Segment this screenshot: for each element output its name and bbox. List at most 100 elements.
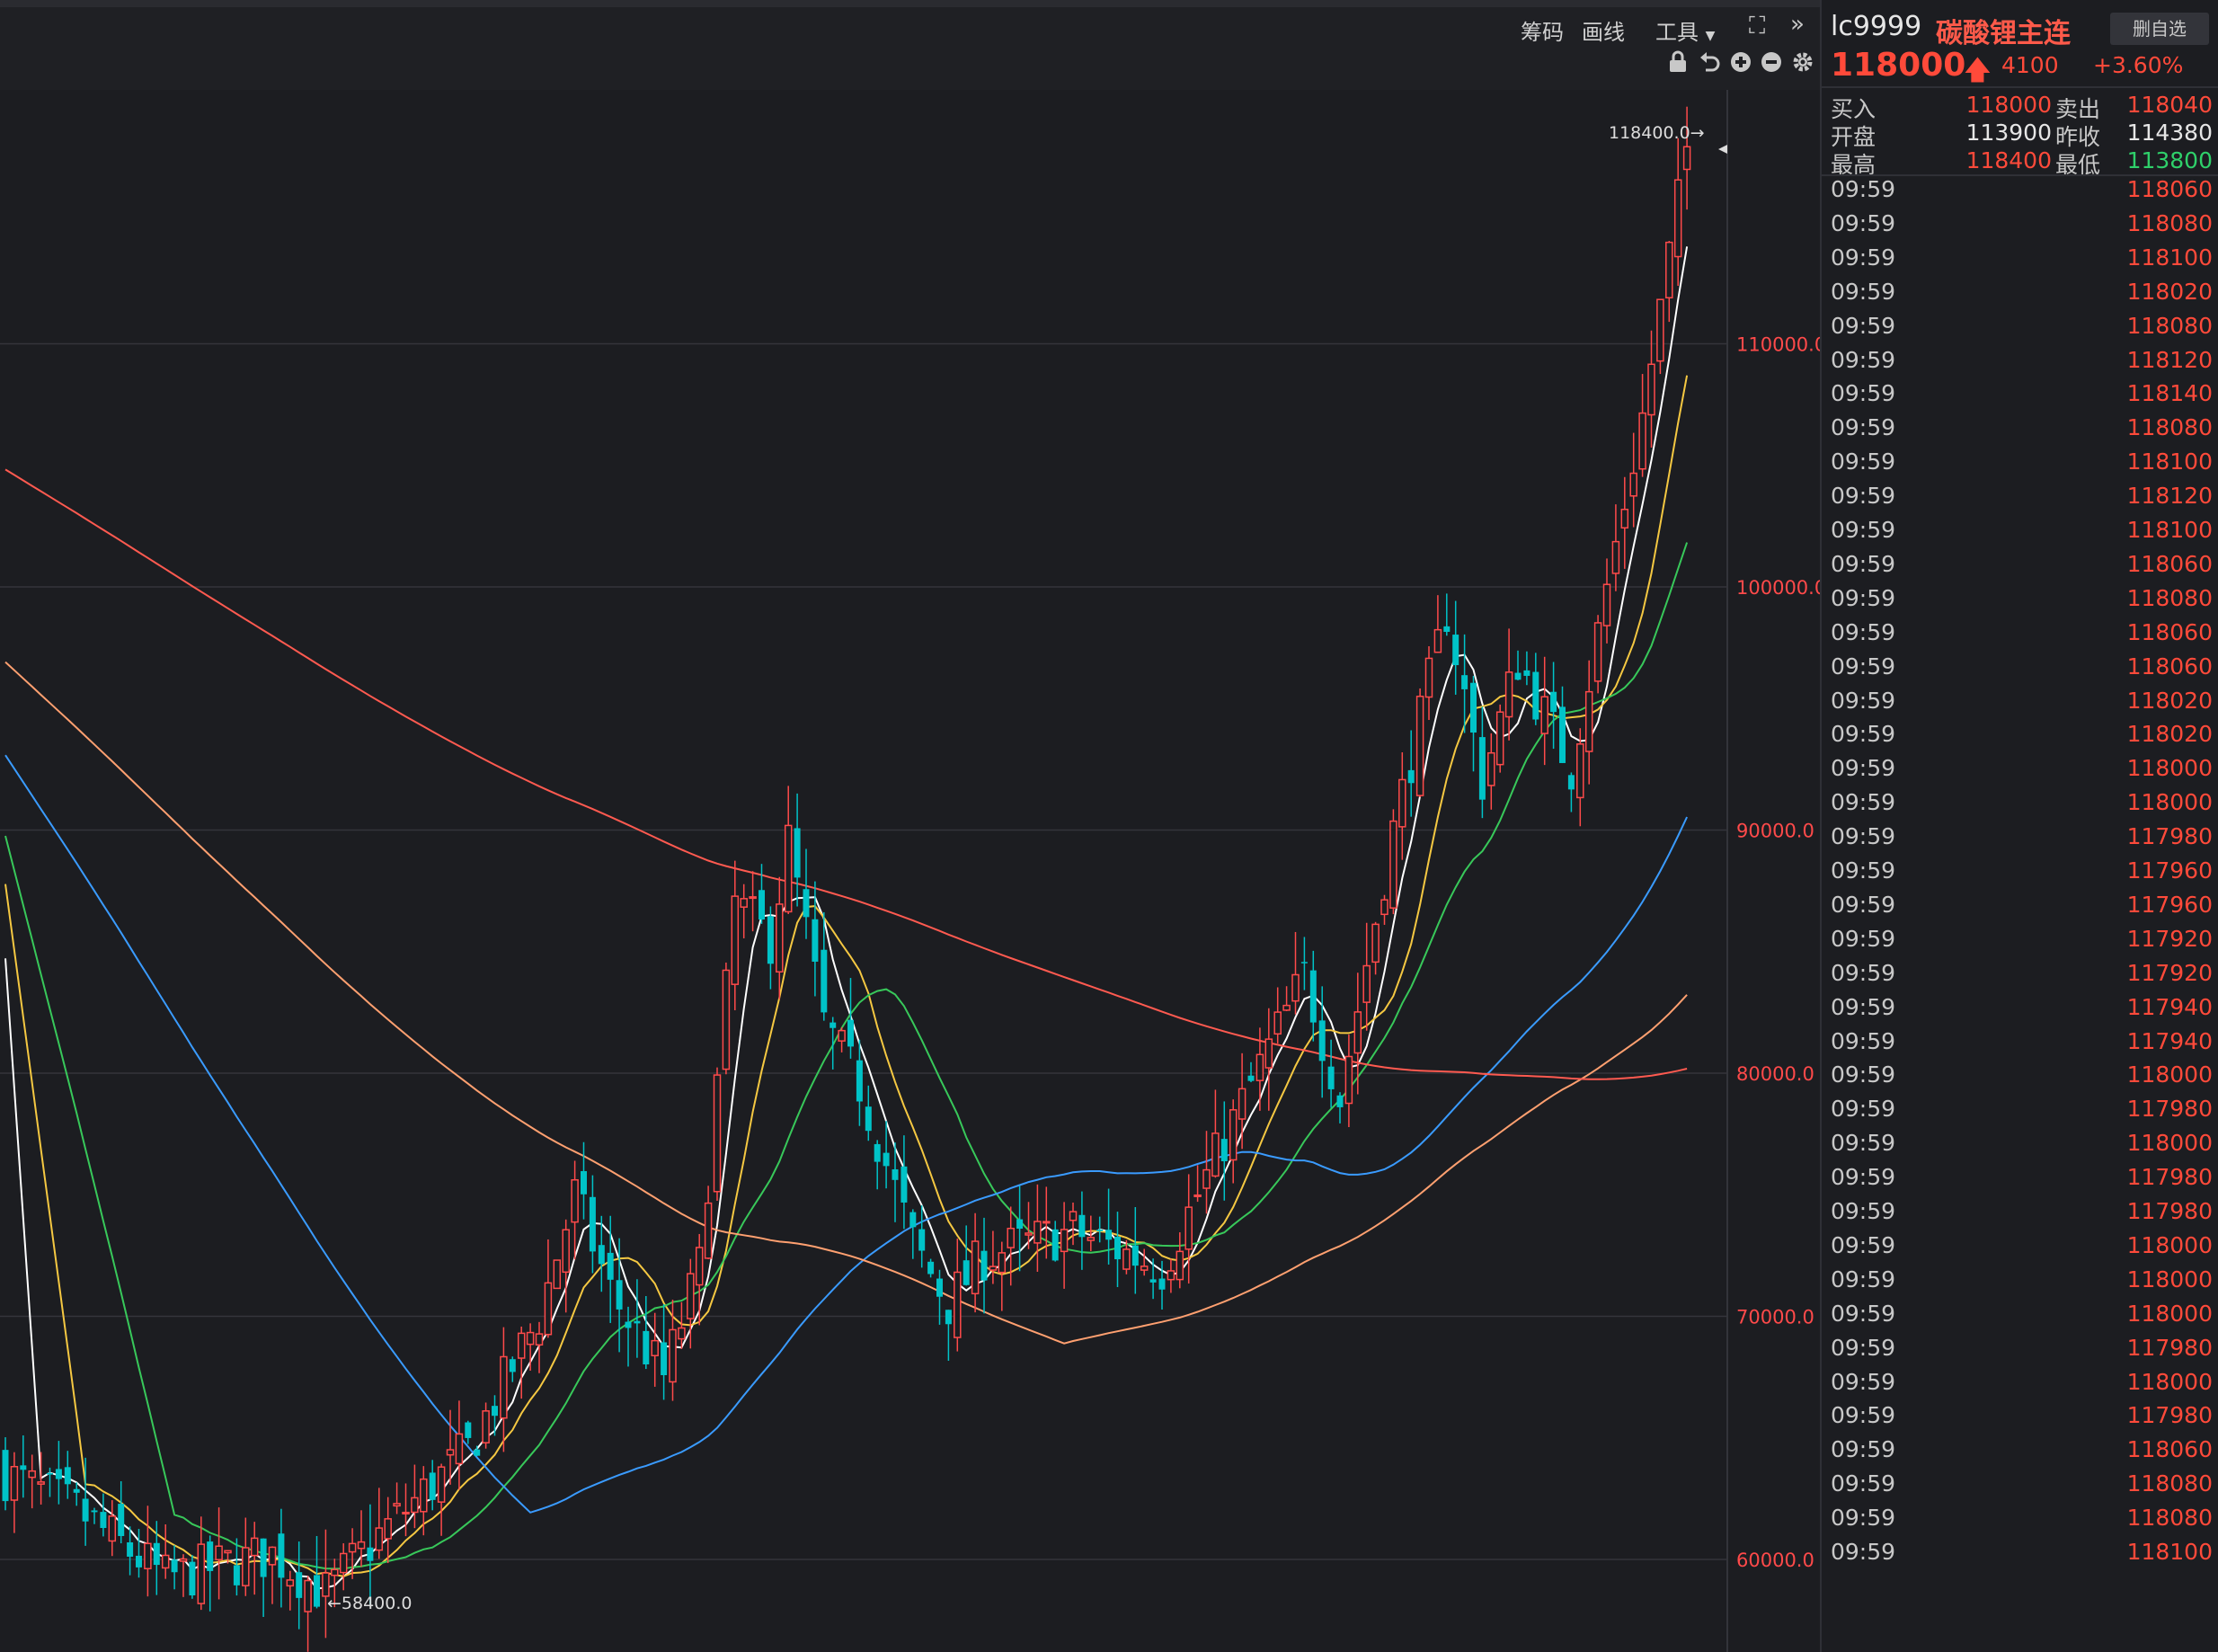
tick-price: 118020: [2126, 721, 2213, 748]
candle-body: [339, 1552, 348, 1574]
price-change-percent: +3.60%: [2093, 52, 2184, 78]
quote-value: 113800: [2126, 147, 2213, 173]
gear-icon[interactable]: [1790, 49, 1815, 75]
candle-body: [1638, 412, 1646, 470]
tick-price: 118060: [2126, 176, 2213, 202]
quote-row: 买入 118000 卖出 118040: [1831, 92, 2213, 122]
tick-time: 09:59: [1831, 346, 1896, 373]
candle-body: [661, 1342, 668, 1375]
tick-row: 09:59 118060: [1831, 176, 2213, 210]
tick-time: 09:59: [1831, 891, 1896, 918]
tick-price: 118000: [2126, 1130, 2213, 1157]
double-chevron-icon[interactable]: »: [1790, 11, 1805, 38]
quote-label: 卖出: [2055, 96, 2101, 122]
quote-label: 开盘: [1831, 124, 1876, 150]
candle-body: [1682, 146, 1691, 171]
undo-icon[interactable]: [1699, 50, 1720, 74]
candle-body: [1514, 672, 1522, 680]
candle-body: [207, 1541, 214, 1571]
tick-time: 09:59: [1831, 687, 1896, 714]
tick-row: 09:59 118120: [1831, 483, 2213, 517]
tick-price: 117980: [2126, 1334, 2213, 1361]
tick-row: 09:59 118100: [1831, 244, 2213, 279]
candle-body: [47, 1472, 53, 1475]
candle-body: [474, 1449, 481, 1456]
ma60-line: [4, 754, 1689, 1514]
tick-price: 117980: [2126, 1198, 2213, 1224]
draw-line-button[interactable]: 画线: [1582, 20, 1625, 45]
tick-time: 09:59: [1831, 721, 1896, 748]
candle-body: [1051, 1229, 1059, 1261]
candle-body: [1220, 1139, 1228, 1162]
candle-body: [1424, 657, 1433, 698]
tick-price: 118100: [2126, 244, 2213, 271]
lock-icon[interactable]: [1668, 50, 1688, 74]
candle-body: [517, 1332, 526, 1359]
quote-value: 114380: [2126, 120, 2213, 146]
tick-price: 118000: [2126, 1061, 2213, 1088]
candle-body: [1620, 508, 1629, 529]
remove-watchlist-button[interactable]: 删自选: [2110, 13, 2209, 45]
high-marker: 118400.0→: [1609, 123, 1705, 143]
quote-sidebar: lc9999 碳酸锂主连 删自选 118000 🡅 4100 +3.60% 买入…: [1820, 0, 2218, 1652]
tick-price: 118000: [2126, 1231, 2213, 1258]
candle-body: [1025, 1232, 1033, 1236]
candle-body: [971, 1240, 980, 1295]
tick-price: 118080: [2126, 584, 2213, 611]
tick-row: 09:59 118080: [1831, 414, 2213, 449]
tick-time: 09:59: [1831, 1539, 1896, 1565]
zoom-in-icon[interactable]: [1729, 50, 1752, 74]
tick-price: 117940: [2126, 1027, 2213, 1054]
candle-body: [1523, 670, 1530, 676]
candle-body: [1034, 1221, 1042, 1244]
candle-body: [171, 1559, 178, 1573]
contract-code: lc9999: [1831, 11, 1922, 42]
y-tick-label: 100000.0: [1736, 577, 1820, 599]
y-tick-label: 70000.0: [1736, 1307, 1814, 1328]
kline-chart[interactable]: 110000.0 100000.0 90000.0 80000.0 70000.0 600…: [0, 90, 1820, 1652]
candle-body: [954, 1271, 962, 1338]
candle-body: [1470, 682, 1477, 733]
tools-dropdown[interactable]: 工具 ▼: [1655, 14, 1715, 46]
y-tick-label: 60000.0: [1736, 1550, 1814, 1571]
candle-body: [759, 890, 765, 920]
candle-body: [1487, 751, 1495, 786]
candle-body: [562, 1229, 570, 1274]
tick-row: 09:59 118080: [1831, 585, 2213, 619]
tick-list[interactable]: 09:59 118060 09:59 118080 09:59 118100 09:59 11…: [1822, 176, 2218, 1652]
candle-body: [901, 1166, 908, 1203]
candle-body: [367, 1547, 374, 1561]
tick-price: 118080: [2126, 209, 2213, 236]
tick-time: 09:59: [1831, 414, 1896, 441]
tick-price: 117980: [2126, 823, 2213, 850]
tick-time: 09:59: [1831, 1470, 1896, 1497]
contract-name: 碳酸锂主连: [1936, 18, 2071, 49]
candle-body: [998, 1252, 1007, 1274]
candle-body: [1309, 970, 1317, 1023]
quote-label: 最低: [2055, 152, 2101, 178]
candle-body: [1327, 1066, 1335, 1089]
kline-svg[interactable]: 110000.0 100000.0 90000.0 80000.0 70000.0 600…: [0, 90, 1820, 1652]
tick-row: 09:59 118120: [1831, 347, 2213, 381]
candle-body: [1371, 923, 1380, 964]
candle-body: [304, 1579, 312, 1612]
tick-price: 118080: [2126, 414, 2213, 441]
tick-row: 09:59 117960: [1831, 857, 2213, 892]
candle-body: [1096, 1230, 1104, 1231]
chips-button[interactable]: 筹码: [1521, 20, 1564, 45]
quote-value: 118400: [1965, 147, 2052, 173]
candle-body: [616, 1280, 623, 1310]
tick-price: 118000: [2126, 755, 2213, 782]
candle-body: [278, 1533, 285, 1578]
tick-row: 09:59 117960: [1831, 892, 2213, 926]
candle-body: [1593, 622, 1602, 682]
candle-body: [1353, 1011, 1362, 1054]
candle-body: [1211, 1132, 1220, 1177]
tick-price: 118120: [2126, 483, 2213, 510]
zoom-out-icon[interactable]: [1760, 50, 1783, 74]
candle-body: [437, 1466, 446, 1503]
fullscreen-icon[interactable]: ⛶: [1749, 13, 1766, 40]
tick-price: 118120: [2126, 346, 2213, 373]
tick-price: 118060: [2126, 653, 2213, 679]
candle-body: [1238, 1088, 1247, 1120]
